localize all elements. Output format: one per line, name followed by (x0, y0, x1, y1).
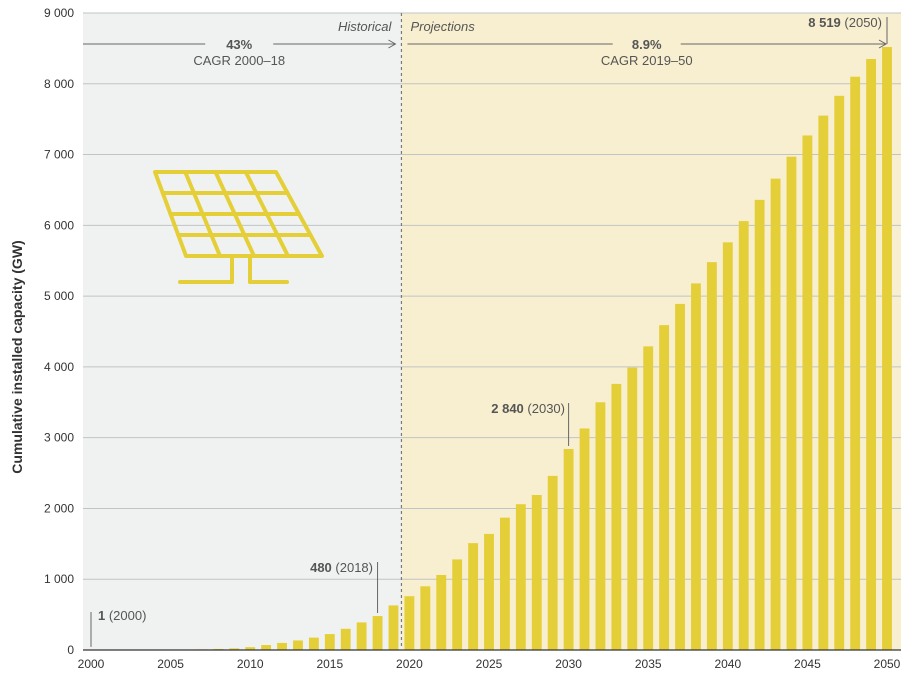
annotation-label: 2 840 (2030) (491, 401, 565, 416)
y-tick-label: 9 000 (44, 6, 74, 20)
bar-2039 (706, 262, 717, 650)
bar-2037 (675, 303, 685, 650)
panel-frame (153, 170, 324, 258)
bar-2046 (818, 115, 829, 650)
y-tick-label: 7 000 (44, 148, 74, 162)
x-tick-label: 2035 (635, 657, 662, 671)
y-tick-label: 5 000 (44, 289, 74, 303)
panel-cell-divider (243, 170, 290, 258)
bar-2040 (722, 242, 733, 650)
bar-2022 (436, 574, 447, 650)
bar-2029 (547, 475, 558, 650)
y-tick-label: 0 (67, 643, 74, 657)
x-tick-label: 2040 (714, 657, 741, 671)
bar-2026 (499, 517, 510, 650)
bar-2049 (866, 59, 877, 650)
x-tick-label: 2015 (316, 657, 343, 671)
x-tick-label: 2030 (555, 657, 582, 671)
axes: 0 1 000 2 000 3 000 4 000 5 000 6 000 7 000 8 00… (44, 6, 901, 671)
y-tick-label: 8 000 (44, 77, 74, 91)
solar-panel-icon (153, 170, 324, 284)
x-tick-label: 2045 (794, 657, 821, 671)
bar-2013 (293, 640, 303, 650)
arrowhead-icon (878, 39, 888, 49)
y-tick-label: 4 000 (44, 360, 74, 374)
bar-2020 (404, 596, 415, 650)
value-annotation-2000: 1 (2000) (90, 608, 146, 647)
bar-2042 (754, 199, 765, 650)
bar-2025 (484, 533, 494, 650)
bar-2036 (659, 325, 670, 650)
bar-2047 (834, 95, 845, 650)
y-tick-label: 1 000 (44, 572, 74, 586)
value-annotation-2018: 480 (2018) (310, 560, 379, 614)
bar-2045 (802, 135, 813, 650)
bar-2017 (356, 622, 367, 650)
bar-2035 (643, 346, 654, 650)
bar-2014 (308, 637, 319, 650)
bar-2012 (277, 642, 287, 650)
bar-2044 (786, 156, 797, 650)
bar-2019 (388, 605, 399, 650)
bar-2050 (882, 47, 892, 650)
bar-2018 (372, 616, 383, 650)
gridlines (83, 12, 901, 580)
bar-2009 (229, 648, 240, 650)
bar-2048 (850, 76, 861, 650)
bar-2032 (595, 402, 606, 650)
solar-panel-icon (153, 170, 324, 284)
annotation-label: 480 (2018) (310, 560, 373, 575)
bar-2038 (691, 283, 701, 650)
value-annotation-2050: 8 519 (2050) (808, 15, 888, 45)
value-annotation-2030: 2 840 (2030) (491, 401, 570, 446)
annotations: Historical Projections 43%CAGR 2000–18 8.9%… (83, 13, 888, 650)
arrowhead-icon (388, 39, 397, 49)
x-tick-label: 2050 (874, 657, 901, 671)
x-tick-label: 2010 (237, 657, 264, 671)
historical-region (83, 13, 402, 650)
bar-2043 (770, 178, 781, 650)
bar-2016 (340, 628, 351, 650)
x-tick-label: 2000 (78, 657, 105, 671)
bar-2031 (579, 428, 590, 650)
annotation-label: 1 (2000) (98, 608, 146, 623)
x-tick-label: 2020 (396, 657, 423, 671)
x-tick-label: 2005 (157, 657, 184, 671)
bar-2015 (324, 634, 335, 650)
cagr-value: 8.9% (632, 37, 662, 52)
y-axis-title: Cumulative installed capacity (GW) (9, 240, 25, 473)
y-tick-label: 6 000 (44, 218, 74, 232)
historical-label: Historical (338, 19, 393, 34)
cagr-label: CAGR 2000–18 (193, 53, 285, 68)
cagr-projection: 8.9%CAGR 2019–50 (407, 37, 888, 68)
x-tick-label: 2025 (476, 657, 503, 671)
bar-2024 (468, 543, 479, 650)
bar-2033 (611, 383, 622, 650)
cagr-historical: 43%CAGR 2000–18 (83, 37, 397, 68)
annotation-label: 8 519 (2050) (808, 15, 882, 30)
projections-label: Projections (410, 19, 475, 34)
y-tick-label: 3 000 (44, 431, 74, 445)
cagr-label: CAGR 2019–50 (601, 53, 693, 68)
cagr-value: 43% (226, 37, 252, 52)
bar-2021 (420, 586, 431, 650)
bar-2034 (627, 367, 638, 650)
bar-2023 (452, 559, 463, 650)
bars (86, 47, 892, 651)
bar-2030 (563, 448, 574, 650)
bar-2027 (515, 504, 526, 650)
y-tick-label: 2 000 (44, 501, 74, 515)
bar-2028 (531, 494, 542, 650)
bar-2011 (261, 645, 272, 650)
bar-2041 (738, 221, 749, 650)
bar-2010 (245, 647, 256, 650)
